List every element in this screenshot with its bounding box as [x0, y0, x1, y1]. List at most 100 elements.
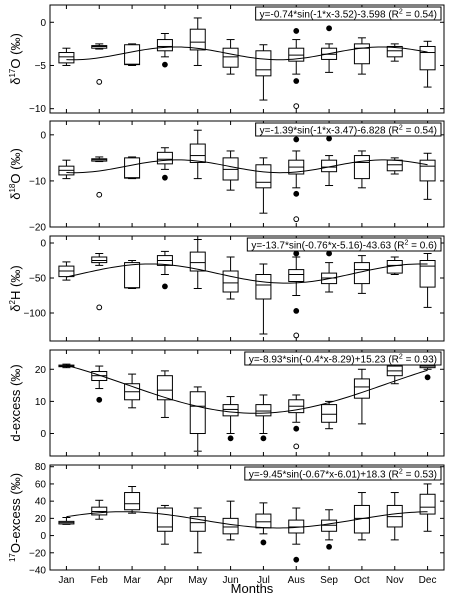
box-iqr: [255, 404, 272, 417]
outlier-point-filled: [326, 135, 332, 142]
box-sep: [321, 155, 338, 187]
box-jun: [222, 39, 239, 75]
plot-frame: [49, 349, 445, 457]
outlier-point-filled: [293, 136, 300, 143]
equation-box: [246, 237, 442, 252]
box-iqr: [189, 28, 206, 51]
box-iqr: [419, 159, 436, 182]
y-tick-label: −5: [35, 61, 47, 72]
box-may: [189, 17, 206, 66]
box-aus: [288, 256, 305, 296]
box-iqr: [386, 45, 403, 58]
box-iqr: [189, 143, 206, 163]
box-jun: [222, 396, 239, 435]
box-feb: [91, 156, 108, 163]
outlier-point-open: [96, 304, 103, 311]
box-mar: [124, 156, 141, 180]
box-sep: [321, 509, 338, 541]
box-may: [189, 507, 206, 554]
x-tick-label: Feb: [91, 575, 109, 586]
box-jun: [222, 500, 239, 541]
box-apr: [156, 33, 173, 58]
equation-label: y=-13.7*sin(-0.76*x-5.16)-43.63 (R2 = 0.…: [246, 237, 442, 252]
box-nov: [386, 492, 403, 541]
y-tick-label: 0: [40, 130, 46, 141]
y-tick-label: −20: [29, 548, 46, 559]
y-axis-label: d-excess (‰): [8, 364, 23, 441]
y-tick-label: 20: [35, 365, 47, 376]
plot-frame: [49, 120, 445, 228]
box-iqr: [156, 151, 173, 165]
y-tick-label: 0: [40, 429, 46, 440]
box-mar: [124, 486, 141, 514]
box-feb: [91, 499, 108, 520]
box-jul: [255, 44, 272, 101]
box-iqr: [222, 270, 239, 293]
box-iqr: [156, 375, 173, 401]
fit-curve: [66, 159, 428, 174]
equation-box: [255, 6, 442, 21]
y-tick-label: −10: [29, 176, 46, 187]
box-jan: [58, 517, 75, 525]
box-sep: [321, 43, 338, 73]
y-tick-label: 60: [35, 479, 47, 490]
outlier-point-open: [293, 103, 300, 109]
box-iqr: [124, 262, 141, 289]
y-tick-label: −100: [23, 309, 46, 320]
x-tick-label: Jun: [223, 575, 239, 586]
box-iqr: [222, 517, 239, 535]
outlier-point-filled: [326, 250, 332, 257]
equation-label: y=-1.39*sin(-1*x-3.47)-6.828 (R2 = 0.54): [255, 122, 442, 137]
outlier-point-filled: [293, 308, 300, 314]
outlier-point-open: [96, 78, 103, 85]
y-axis-label: δ2H (‰): [8, 265, 23, 311]
box-iqr: [156, 507, 173, 532]
outlier-point-filled: [162, 283, 168, 290]
outlier-point-filled: [260, 539, 267, 546]
box-iqr: [419, 45, 436, 71]
outlier-point-filled: [293, 556, 300, 563]
x-tick-label: Mar: [123, 575, 141, 586]
box-feb: [91, 253, 108, 266]
x-tick-label: Nov: [386, 575, 404, 586]
box-apr: [156, 370, 173, 418]
y-tick-label: −50: [29, 274, 46, 285]
y-tick-label: 40: [35, 497, 47, 508]
equation-label: y=-9.45*sin(-0.67*x-6.01)+18.3 (R2 = 0.5…: [244, 466, 442, 481]
panel-5: 80 60 40 20 0 −20 −40 17O-excess (‰) y=-9.45*sin…: [8, 462, 445, 577]
box-iqr: [58, 52, 75, 64]
outlier-point-open: [293, 216, 300, 223]
box-iqr: [353, 43, 370, 65]
box-oct: [353, 368, 370, 425]
outlier-point-filled: [293, 425, 300, 432]
box-iqr: [124, 157, 141, 179]
outlier-point-open: [293, 443, 300, 450]
outlier-point-filled: [293, 78, 300, 84]
box-iqr: [189, 251, 206, 272]
chart-panels: 0 −5 −10 δ17O (‰) y=-0.74*sin(-1*x-3.52)-3.5…: [8, 4, 445, 577]
box-jul: [255, 502, 272, 535]
y-tick-label: −40: [29, 566, 46, 577]
y-tick-label: 10: [35, 397, 47, 408]
x-tick-label: Sep: [320, 575, 338, 586]
plot-frame: [49, 4, 445, 114]
box-jan: [58, 261, 75, 281]
box-iqr: [255, 50, 272, 77]
equation-box: [244, 351, 442, 366]
equation-text: y=-8.93*sin(-0.4*x-8.29)+15.23 (R2 = 0.9…: [249, 354, 437, 366]
y-axis-label: 17O-excess (‰): [8, 473, 23, 562]
box-iqr: [156, 39, 173, 52]
box-jan: [58, 363, 75, 369]
box-iqr: [255, 164, 272, 189]
fit-curve: [66, 364, 428, 414]
box-aus: [288, 39, 305, 75]
box-mar: [124, 373, 141, 409]
box-iqr: [288, 269, 305, 283]
box-iqr: [353, 155, 370, 180]
x-tick-label: Jul: [257, 575, 270, 586]
box-dec: [419, 483, 436, 532]
box-jul: [255, 157, 272, 214]
equation-box: [255, 122, 442, 137]
x-tick-label: May: [188, 575, 207, 586]
